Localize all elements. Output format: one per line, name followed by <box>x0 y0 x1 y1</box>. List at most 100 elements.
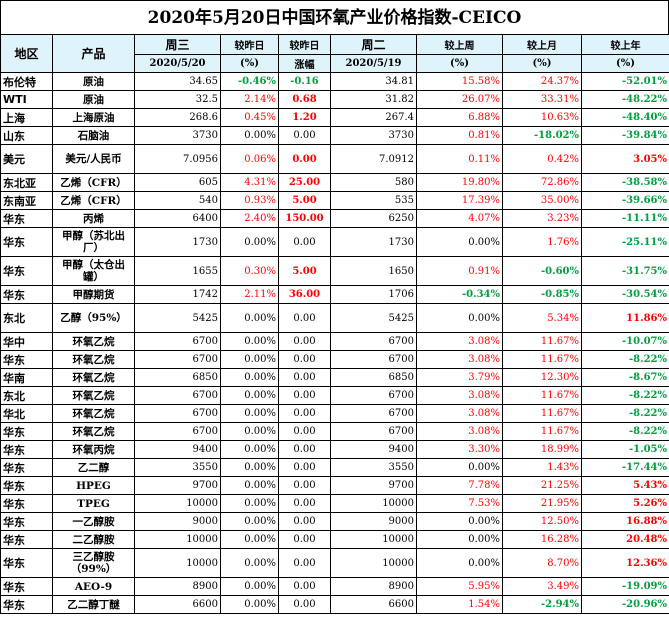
price-wed-cell: 6400 <box>134 209 221 228</box>
pct-vs-year-cell: -25.11% <box>581 227 669 257</box>
pct-vs-yesterday-cell: 0.93% <box>220 191 279 210</box>
chg-vs-yesterday-cell: 0.00 <box>278 595 331 614</box>
table-row: 华东 AEO-9 8900 0.00% 0.00 8900 5.95% 3.49% -19.09… <box>0 577 669 596</box>
pct-vs-month-cell: -2.94% <box>502 595 582 614</box>
pct-vs-week-cell: 15.58% <box>416 72 503 91</box>
chg-vs-yesterday-cell: 0.00 <box>278 350 331 369</box>
price-tue-cell: 9700 <box>330 476 417 495</box>
pct-vs-year-cell: -8.22% <box>581 422 669 441</box>
chg-vs-yesterday-cell: 0.00 <box>278 227 331 257</box>
table-row: 华东 三乙醇胺（99%） 10000 0.00% 0.00 10000 0.00% 8.70%… <box>0 548 669 578</box>
price-tue-cell: 9000 <box>330 512 417 531</box>
pct-vs-week-cell: 1.54% <box>416 595 503 614</box>
header-wednesday: 周三 <box>134 34 221 55</box>
table-row: 东北亚 乙烯（CFR） 605 4.31% 25.00 580 19.80% 72.86% -3… <box>0 173 669 192</box>
price-wed-cell: 6700 <box>134 350 221 369</box>
product-cell: 丙烯 <box>52 209 135 228</box>
price-wed-cell: 1742 <box>134 285 221 304</box>
chg-vs-yesterday-cell: 0.00 <box>278 440 331 459</box>
price-tue-cell: 1730 <box>330 227 417 257</box>
pct-vs-year-cell: -11.11% <box>581 209 669 228</box>
pct-vs-yesterday-cell: 0.00% <box>220 476 279 495</box>
price-wed-cell: 6700 <box>134 332 221 351</box>
region-cell: 华东 <box>0 350 53 369</box>
pct-vs-year-cell: -8.22% <box>581 404 669 423</box>
chg-vs-yesterday-cell: 0.00 <box>278 144 331 174</box>
page-title: 2020年5月20日中国环氧产业价格指数-CEICO <box>0 0 669 34</box>
product-cell: 原油 <box>52 90 135 109</box>
product-cell: TPEG <box>52 494 135 513</box>
product-cell: 乙烯（CFR） <box>52 173 135 192</box>
header-tuesday: 周二 <box>330 34 417 55</box>
price-wed-cell: 7.0956 <box>134 144 221 174</box>
price-wed-cell: 6700 <box>134 404 221 423</box>
chg-vs-yesterday-cell: 36.00 <box>278 285 331 304</box>
price-wed-cell: 605 <box>134 173 221 192</box>
region-cell: 华东 <box>0 494 53 513</box>
table-row: 华东 环氧乙烷 6700 0.00% 0.00 6700 3.08% 11.67% -8.22% <box>0 350 669 369</box>
price-tue-cell: 10000 <box>330 530 417 549</box>
table-row: 山东 石脑油 3730 0.00% 0.00 3730 0.81% -18.02% -39.84… <box>0 126 669 145</box>
chg-vs-yesterday-cell: 1.20 <box>278 108 331 127</box>
pct-vs-year-cell: -39.84% <box>581 126 669 145</box>
pct-vs-yesterday-cell: 2.11% <box>220 285 279 304</box>
pct-vs-month-cell: -0.60% <box>502 256 582 286</box>
product-cell: 乙醇（95%） <box>52 303 135 333</box>
pct-vs-week-cell: 26.07% <box>416 90 503 109</box>
pct-vs-month-cell: 1.76% <box>502 227 582 257</box>
pct-vs-year-cell: -10.07% <box>581 332 669 351</box>
price-wed-cell: 6850 <box>134 368 221 387</box>
header-vs-yesterday-pct: 较昨日 <box>220 34 279 55</box>
chg-vs-yesterday-cell: 0.00 <box>278 512 331 531</box>
pct-vs-yesterday-cell: 4.31% <box>220 173 279 192</box>
region-cell: 华东 <box>0 548 53 578</box>
region-cell: 东北亚 <box>0 173 53 192</box>
pct-vs-week-cell: 0.00% <box>416 227 503 257</box>
header-vs-last-week: 较上周 <box>416 34 503 55</box>
product-cell: 乙二醇 <box>52 458 135 477</box>
chg-vs-yesterday-cell: 0.00 <box>278 548 331 578</box>
table-row: 华东 丙烯 6400 2.40% 150.00 6250 4.07% 3.23% -11.11% <box>0 209 669 228</box>
table-row: 华东 乙二醇 3550 0.00% 0.00 3550 0.00% 1.43% -17.44% <box>0 458 669 477</box>
pct-vs-yesterday-cell: 0.00% <box>220 440 279 459</box>
pct-vs-month-cell: 33.31% <box>502 90 582 109</box>
table-row: 华东 甲醇期货 1742 2.11% 36.00 1706 -0.34% -0.85% -30.… <box>0 285 669 304</box>
pct-vs-month-cell: 24.37% <box>502 72 582 91</box>
price-tue-cell: 6700 <box>330 404 417 423</box>
header-unit-chg: 涨幅 <box>278 54 331 73</box>
product-cell: 甲醇（太仓出罐） <box>52 256 135 286</box>
pct-vs-yesterday-cell: 0.00% <box>220 386 279 405</box>
region-cell: 华东 <box>0 577 53 596</box>
pct-vs-month-cell: 10.63% <box>502 108 582 127</box>
pct-vs-week-cell: 0.00% <box>416 512 503 531</box>
table-row: 华东 HPEG 9700 0.00% 0.00 9700 7.78% 21.25% 5.43% <box>0 476 669 495</box>
price-tue-cell: 8900 <box>330 577 417 596</box>
pct-vs-year-cell: 16.88% <box>581 512 669 531</box>
table-row: 东北 环氧乙烷 6700 0.00% 0.00 6700 3.08% 11.67% -8.22% <box>0 386 669 405</box>
pct-vs-yesterday-cell: 0.06% <box>220 144 279 174</box>
pct-vs-year-cell: -31.75% <box>581 256 669 286</box>
pct-vs-week-cell: 3.30% <box>416 440 503 459</box>
table-row: 华南 环氧乙烷 6850 0.00% 0.00 6850 3.79% 12.30% -8.67% <box>0 368 669 387</box>
chg-vs-yesterday-cell: 5.00 <box>278 256 331 286</box>
pct-vs-yesterday-cell: 0.00% <box>220 126 279 145</box>
pct-vs-month-cell: 0.42% <box>502 144 582 174</box>
price-tue-cell: 6700 <box>330 350 417 369</box>
pct-vs-month-cell: 11.67% <box>502 404 582 423</box>
pct-vs-yesterday-cell: 0.00% <box>220 548 279 578</box>
pct-vs-year-cell: -39.66% <box>581 191 669 210</box>
pct-vs-week-cell: 3.08% <box>416 332 503 351</box>
price-wed-cell: 10000 <box>134 494 221 513</box>
price-tue-cell: 535 <box>330 191 417 210</box>
pct-vs-month-cell: -0.85% <box>502 285 582 304</box>
product-cell: 甲醇（苏北出厂） <box>52 227 135 257</box>
pct-vs-yesterday-cell: 0.00% <box>220 494 279 513</box>
pct-vs-yesterday-cell: 2.40% <box>220 209 279 228</box>
header-date-tue: 2020/5/19 <box>330 54 417 73</box>
pct-vs-yesterday-cell: 0.00% <box>220 404 279 423</box>
pct-vs-week-cell: -0.34% <box>416 285 503 304</box>
product-cell: 乙烯（CFR） <box>52 191 135 210</box>
pct-vs-month-cell: 16.28% <box>502 530 582 549</box>
chg-vs-yesterday-cell: 0.00 <box>278 530 331 549</box>
chg-vs-yesterday-cell: 0.00 <box>278 494 331 513</box>
